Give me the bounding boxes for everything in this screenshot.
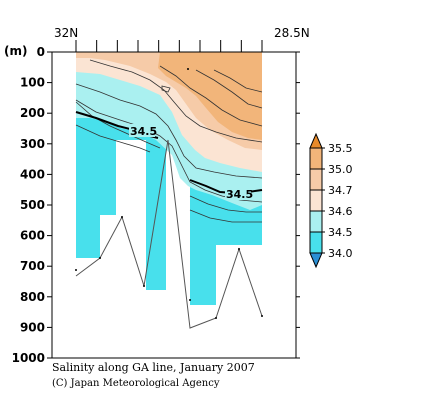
colorbar-label: 34.5 (328, 226, 353, 239)
y-tick-label: 500 (20, 198, 45, 212)
contour-upper-left (75, 101, 161, 149)
station-ticks (75, 40, 263, 52)
contour-35-4 (195, 69, 263, 109)
station-marker (215, 317, 217, 319)
station-profile (75, 68, 263, 329)
colorbar-label: 34.7 (328, 184, 353, 197)
y-tick-label: 1000 (12, 351, 45, 365)
colorbar-label: 34.0 (328, 247, 353, 260)
colorbar-swatch (309, 147, 323, 170)
station-markers (75, 68, 263, 319)
y-tick-label: 900 (20, 320, 45, 334)
station-marker (238, 248, 240, 250)
y-tick-label: 200 (20, 106, 45, 120)
chart-credit: (C) Japan Meteorological Agency (52, 378, 220, 389)
y-tick-label: 800 (20, 290, 45, 304)
y-tick-label: 600 (20, 229, 45, 243)
colorbar-swatch (309, 231, 323, 254)
contour-deep-left (75, 124, 151, 153)
y-axis-label: (m) (4, 44, 27, 58)
colorbar-swatch (309, 168, 323, 191)
contour-35-2 (159, 65, 263, 127)
contour-small-loop (161, 85, 171, 93)
y-tick-label: 0 (37, 45, 45, 59)
contour-deep-right-2 (189, 209, 262, 223)
station-marker (187, 68, 189, 70)
y-axis: 0 100 200 300 400 500 600 700 800 900 1000 (12, 45, 300, 365)
contour-label-left: 34.5 (130, 125, 157, 138)
chart-title: Salinity along GA line, January 2007 (52, 361, 255, 374)
contour-deep-right (189, 195, 262, 213)
y-tick-label: 700 (20, 259, 45, 273)
x-left-label: 32N (54, 26, 78, 40)
y-tick-label: 300 (20, 137, 45, 151)
contour-35-6 (213, 69, 263, 93)
contour-labels: 34.5 34.5 (129, 124, 253, 201)
station-marker (99, 257, 101, 259)
station-marker (143, 285, 145, 287)
salinity-field (75, 52, 263, 305)
colorbar-swatch (309, 189, 323, 212)
colorbar-label: 35.5 (328, 142, 353, 155)
colorbar-label: 35.0 (328, 163, 353, 176)
contour-lines (75, 59, 263, 223)
y-tick-label: 100 (20, 76, 45, 90)
contour-35-0 (89, 59, 263, 143)
station-marker (261, 315, 263, 317)
y-tick-label: 400 (20, 167, 45, 181)
colorbar-label: 34.6 (328, 205, 353, 218)
bottom-profile-line (75, 139, 263, 329)
x-right-label: 28.5N (274, 26, 310, 40)
colorbar-swatch (309, 210, 323, 233)
colorbar-bottom-arrow (309, 252, 323, 269)
contour-label-right: 34.5 (226, 188, 253, 201)
contour-34-7 (75, 83, 263, 179)
station-marker (189, 299, 191, 301)
station-marker (121, 216, 123, 218)
colorbar: 35.5 35.0 34.7 34.6 34.5 34.0 (309, 132, 353, 269)
station-marker (75, 269, 77, 271)
colorbar-top-arrow (309, 132, 323, 149)
